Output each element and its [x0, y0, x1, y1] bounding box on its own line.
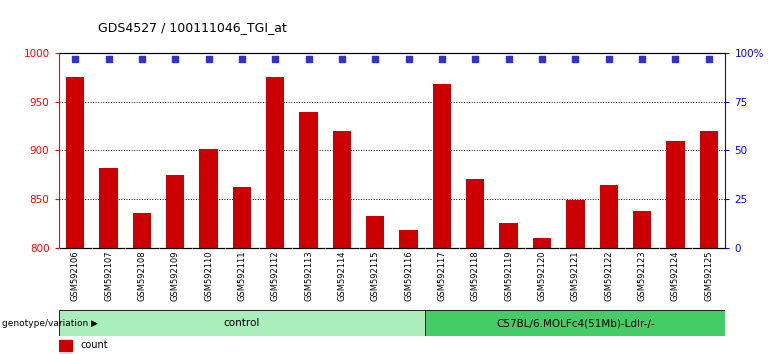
Bar	[666, 141, 685, 248]
Point	[502, 56, 515, 62]
Text: GSM592116: GSM592116	[404, 250, 413, 301]
Bar	[58, 310, 425, 336]
Bar	[466, 179, 484, 248]
Bar	[399, 230, 418, 248]
Bar	[66, 78, 84, 248]
Bar	[425, 310, 725, 336]
Text: GSM592124: GSM592124	[671, 250, 680, 301]
Text: GSM592113: GSM592113	[304, 250, 313, 301]
Text: GSM592123: GSM592123	[637, 250, 647, 301]
Bar	[366, 216, 385, 248]
Text: GSM592106: GSM592106	[71, 250, 80, 301]
Text: GSM592112: GSM592112	[271, 250, 280, 301]
Bar	[300, 113, 317, 248]
Bar	[232, 187, 251, 248]
Text: control: control	[224, 318, 260, 328]
Bar	[600, 185, 618, 248]
Point	[236, 56, 248, 62]
Bar	[333, 131, 351, 248]
Point	[536, 56, 548, 62]
Text: count: count	[80, 341, 108, 350]
Point	[436, 56, 448, 62]
Text: GSM592107: GSM592107	[104, 250, 113, 301]
Text: GSM592118: GSM592118	[471, 250, 480, 301]
Bar	[499, 223, 518, 248]
Point	[569, 56, 582, 62]
Point	[669, 56, 682, 62]
Text: GSM592120: GSM592120	[537, 250, 547, 301]
Text: GSM592115: GSM592115	[370, 250, 380, 301]
Bar	[700, 131, 718, 248]
Point	[102, 56, 115, 62]
Point	[469, 56, 481, 62]
Text: GSM592119: GSM592119	[504, 250, 513, 301]
Bar	[200, 149, 218, 248]
Bar	[99, 168, 118, 248]
Bar	[266, 78, 285, 248]
Point	[402, 56, 415, 62]
Bar	[133, 213, 151, 248]
Point	[636, 56, 648, 62]
Point	[335, 56, 348, 62]
Point	[136, 56, 148, 62]
Text: GSM592121: GSM592121	[571, 250, 580, 301]
Text: GSM592110: GSM592110	[204, 250, 213, 301]
Point	[602, 56, 615, 62]
Bar	[166, 175, 184, 248]
Text: GDS4527 / 100111046_TGI_at: GDS4527 / 100111046_TGI_at	[98, 21, 286, 34]
Point	[269, 56, 282, 62]
Point	[69, 56, 81, 62]
Bar	[566, 200, 584, 248]
Bar	[633, 211, 651, 248]
Point	[169, 56, 182, 62]
Point	[369, 56, 381, 62]
Bar	[533, 238, 551, 248]
Text: GSM592125: GSM592125	[704, 250, 713, 301]
Point	[202, 56, 215, 62]
Text: genotype/variation ▶: genotype/variation ▶	[2, 319, 98, 327]
Text: GSM592111: GSM592111	[237, 250, 246, 301]
Text: C57BL/6.MOLFc4(51Mb)-Ldlr-/-: C57BL/6.MOLFc4(51Mb)-Ldlr-/-	[496, 318, 654, 328]
Bar	[58, 340, 72, 351]
Bar	[433, 84, 451, 248]
Text: GSM592114: GSM592114	[338, 250, 346, 301]
Text: GSM592122: GSM592122	[604, 250, 613, 301]
Text: GSM592109: GSM592109	[171, 250, 179, 301]
Point	[303, 56, 315, 62]
Point	[703, 56, 715, 62]
Text: GSM592108: GSM592108	[137, 250, 147, 301]
Text: GSM592117: GSM592117	[438, 250, 446, 301]
